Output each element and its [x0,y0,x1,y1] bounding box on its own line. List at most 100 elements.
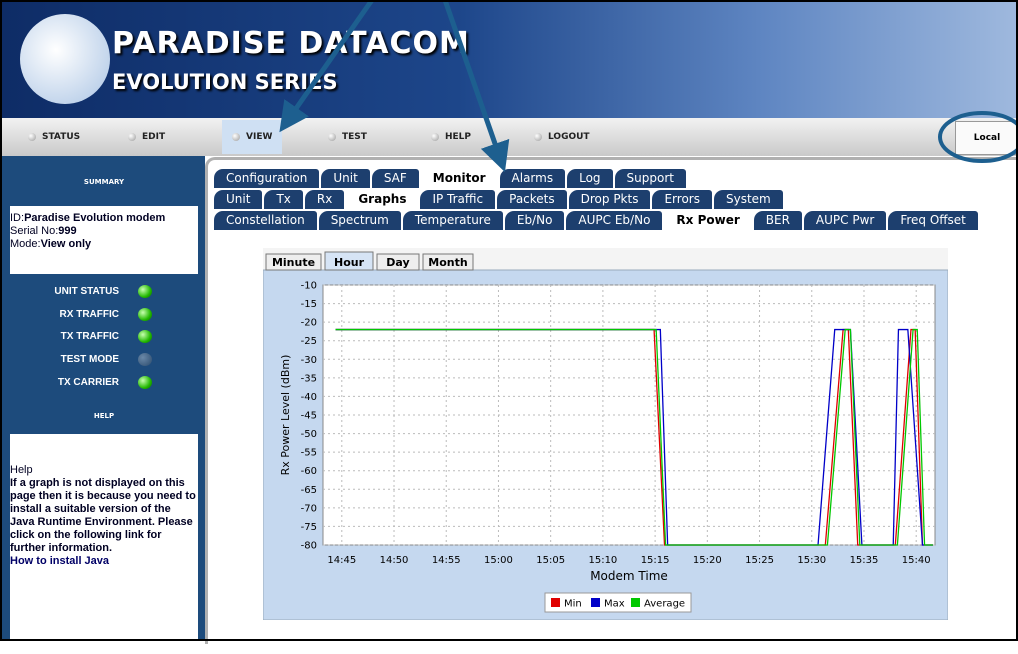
tab[interactable]: Unit [214,190,263,209]
tab[interactable]: Constellation [214,211,317,230]
series-line [335,328,933,546]
x-tick-label: 14:45 [327,555,356,566]
help-link[interactable]: How to install Java [10,555,110,567]
y-tick-label: -80 [301,541,317,552]
summary-box: ID:Paradise Evolution modem Serial No:99… [10,206,198,274]
tab[interactable]: Freq Offset [888,211,978,230]
y-tick-label: -50 [301,429,317,440]
indicator-led [138,330,152,344]
tab[interactable]: Support [614,169,686,188]
tab[interactable]: Rx [304,190,345,209]
indicator-label: RX TRAFFIC [59,308,119,320]
legend-box [544,592,692,613]
nav-dot [128,133,136,141]
indicator: RX TRAFFIC [0,307,205,323]
tab[interactable]: AUPC Pwr [803,211,887,230]
product-series: EVOLUTION SERIES [112,70,338,94]
x-tick-label: 15:15 [641,555,670,566]
id-value: Paradise Evolution modem [24,212,166,224]
legend-swatch [591,598,600,607]
indicator: TX CARRIER [0,375,205,391]
help-text: If a graph is not displayed on this page… [10,477,196,554]
tab[interactable]: Packets [497,190,567,209]
indicator: UNIT STATUS [0,284,205,300]
y-tick-label: -15 [301,299,317,310]
y-tick-label: -30 [301,355,317,366]
y-tick-label: -35 [301,373,317,384]
range-button-label: Month [428,256,467,269]
legend-label: Max [604,599,625,610]
indicator-led [138,375,152,389]
tab[interactable]: Spectrum [318,211,401,230]
nav-item[interactable]: STATUS [22,130,86,144]
nav-item[interactable]: VIEW [222,120,283,154]
legend-label: Average [644,599,685,610]
nav-label: LOGOUT [548,132,590,142]
y-tick-label: -25 [301,336,317,347]
indicator: TEST MODE [0,352,205,368]
y-tick-label: -40 [301,392,317,403]
nav-item[interactable]: EDIT [122,130,171,144]
tab[interactable]: Configuration [214,169,320,188]
x-tick-label: 14:55 [432,555,461,566]
tab[interactable]: Alarms [499,169,566,188]
tab[interactable]: Temperature [402,211,503,230]
range-button-label: Day [386,256,409,269]
nav-label: VIEW [246,132,273,142]
tab[interactable]: System [713,190,783,209]
serial-label: Serial No: [10,225,59,237]
mode-button[interactable]: Local [955,121,1018,155]
indicator-led [138,285,152,298]
tab[interactable]: Rx Power [664,211,752,230]
range-button[interactable] [324,251,374,271]
tab[interactable]: Drop Pkts [568,190,651,209]
tab[interactable]: Eb/No [504,211,565,230]
y-tick-label: -20 [301,318,317,329]
legend-swatch [551,598,560,607]
indicator-label: TEST MODE [60,354,119,366]
main-tabs: Configuration Unit SAF Monitor Alarms Log Supp… [214,169,686,188]
range-button[interactable] [422,253,474,271]
x-tick-label: 15:30 [797,555,826,566]
tab[interactable]: AUPC Eb/No [566,211,663,230]
y-tick-label: -65 [301,485,317,496]
header-banner: PARADISE DATACOM EVOLUTION SERIES [0,0,1018,118]
tab[interactable]: Log [567,169,613,188]
mode-line: Mode:View only [10,238,198,251]
x-tick-label: 15:40 [902,555,931,566]
tab[interactable]: Tx [264,190,303,209]
legend-label: Min [564,599,582,610]
indicator: TX TRAFFIC [0,329,205,345]
nav-label: TEST [342,132,367,142]
sidebar: SUMMARY ID:Paradise Evolution modem Seri… [0,156,205,654]
nav-item[interactable]: HELP [425,130,477,144]
nav-dot [534,133,542,141]
tab[interactable]: IP Traffic [420,190,496,209]
tab[interactable]: Unit [321,169,370,188]
x-tick-label: 15:00 [484,555,513,566]
range-button-label: Hour [334,256,365,269]
range-button[interactable] [376,253,420,271]
help-heading: Help [10,464,33,476]
nav-item[interactable]: TEST [322,130,373,144]
legend-swatch [631,598,640,607]
y-tick-label: -55 [301,448,317,459]
indicator-led [138,353,152,367]
tab[interactable]: SAF [371,169,419,188]
x-tick-label: 15:05 [536,555,565,566]
tab[interactable]: Graphs [346,190,419,209]
tab[interactable]: BER [753,211,802,230]
indicator-label: TX TRAFFIC [60,331,119,343]
tab[interactable]: Errors [652,190,712,209]
nav-label: EDIT [142,132,166,142]
y-tick-label: -75 [301,522,317,533]
tab[interactable]: Monitor [420,169,498,188]
indicator-label: TX CARRIER [57,376,119,388]
logo [20,14,110,104]
range-button[interactable] [265,253,322,271]
serial-line: Serial No:999 [10,225,198,238]
brand: PARADISE DATACOM [112,26,470,61]
nav-item[interactable]: LOGOUT [528,130,596,144]
x-tick-label: 15:25 [745,555,774,566]
